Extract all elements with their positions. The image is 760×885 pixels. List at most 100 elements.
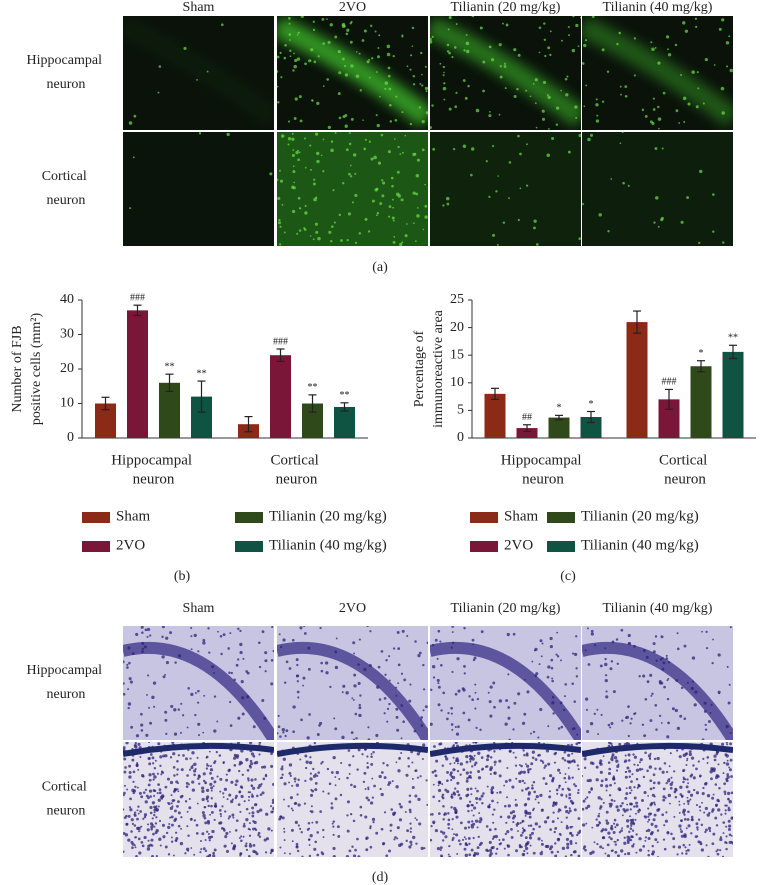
cell-dot bbox=[652, 786, 656, 790]
cell-dot bbox=[249, 759, 253, 763]
cell-dot bbox=[234, 796, 238, 800]
cell-dot bbox=[620, 849, 624, 853]
cell-dot bbox=[279, 169, 281, 172]
cell-dot bbox=[552, 801, 557, 806]
cell-dot bbox=[480, 819, 483, 821]
cell-dot bbox=[724, 809, 727, 812]
cell-dot bbox=[208, 750, 211, 753]
cell-dot bbox=[326, 18, 328, 20]
cell-dot bbox=[437, 812, 441, 815]
cell-dot bbox=[674, 43, 678, 47]
cell-dot bbox=[437, 682, 440, 685]
cell-dot bbox=[550, 658, 554, 662]
cell-dot bbox=[671, 707, 675, 711]
cell-dot bbox=[667, 53, 672, 57]
cell-dot bbox=[489, 685, 493, 689]
cell-dot bbox=[686, 818, 690, 821]
cell-dot bbox=[612, 775, 615, 778]
cell-dot bbox=[412, 222, 415, 225]
cell-dot bbox=[648, 765, 653, 769]
cell-dot bbox=[289, 774, 292, 777]
cell-dot bbox=[569, 831, 573, 835]
cell-dot bbox=[710, 703, 713, 706]
cell-dot bbox=[437, 629, 441, 633]
cell-dot bbox=[351, 845, 354, 848]
cell-dot bbox=[621, 132, 624, 134]
cell-dot bbox=[279, 179, 284, 183]
cell-dot bbox=[498, 790, 502, 794]
cell-dot bbox=[356, 768, 359, 771]
cell-dot bbox=[155, 854, 159, 857]
cell-dot bbox=[717, 763, 720, 766]
micrograph-content bbox=[582, 16, 733, 130]
cell-dot bbox=[253, 745, 256, 749]
cell-dot bbox=[462, 748, 465, 751]
cell-dot bbox=[717, 808, 721, 812]
cell-dot bbox=[474, 787, 477, 790]
cell-dot bbox=[416, 752, 420, 756]
cell-dot bbox=[366, 761, 369, 765]
cell-dot bbox=[348, 772, 351, 775]
cell-dot bbox=[213, 761, 216, 765]
cell-dot bbox=[354, 712, 358, 716]
cell-dot bbox=[293, 52, 295, 55]
cell-dot bbox=[686, 196, 689, 199]
cell-dot bbox=[328, 230, 332, 234]
cell-dot bbox=[388, 702, 391, 706]
cell-dot bbox=[362, 745, 366, 749]
cell-dot bbox=[138, 851, 142, 855]
cell-dot bbox=[272, 649, 274, 653]
cell-dot bbox=[149, 753, 153, 756]
cell-dot bbox=[170, 802, 173, 805]
cell-dot bbox=[686, 757, 689, 760]
cell-dot bbox=[223, 844, 227, 848]
cell-dot bbox=[240, 794, 244, 799]
cell-dot bbox=[135, 734, 140, 738]
cell-dot bbox=[189, 757, 192, 760]
cell-dot bbox=[415, 174, 420, 178]
cell-dot bbox=[558, 784, 561, 788]
cell-dot bbox=[667, 793, 672, 798]
cell-dot bbox=[459, 773, 462, 776]
cell-dot bbox=[199, 839, 202, 842]
cell-dot bbox=[316, 733, 320, 737]
cell-dot bbox=[326, 78, 330, 81]
cell-dot bbox=[520, 764, 523, 768]
cell-dot bbox=[667, 660, 671, 664]
cell-dot bbox=[504, 747, 507, 750]
cell-dot bbox=[409, 68, 412, 71]
cell-dot bbox=[423, 847, 426, 850]
cell-dot bbox=[225, 744, 228, 747]
cell-dot bbox=[728, 35, 731, 38]
cell-dot bbox=[450, 795, 453, 798]
cell-dot bbox=[508, 161, 512, 164]
cell-dot bbox=[616, 838, 619, 842]
cell-dot bbox=[270, 659, 274, 662]
cell-dot bbox=[669, 752, 672, 755]
cell-dot bbox=[341, 735, 345, 739]
cell-dot bbox=[630, 824, 633, 827]
cell-dot bbox=[435, 759, 439, 763]
cell-dot bbox=[663, 847, 667, 851]
cell-dot bbox=[467, 836, 471, 840]
cell-dot bbox=[283, 839, 286, 842]
cell-dot bbox=[310, 810, 314, 814]
cell-dot bbox=[332, 820, 336, 823]
cell-dot bbox=[676, 726, 681, 731]
cell-dot bbox=[517, 134, 520, 138]
cell-dot bbox=[422, 743, 426, 747]
cell-dot bbox=[641, 799, 644, 803]
cell-dot bbox=[293, 802, 297, 805]
cell-dot bbox=[730, 791, 733, 795]
cell-dot bbox=[170, 815, 174, 819]
cell-dot bbox=[398, 818, 403, 822]
cell-dot bbox=[690, 686, 694, 691]
cell-dot bbox=[164, 845, 168, 849]
cell-dot bbox=[304, 204, 307, 208]
cell-dot bbox=[258, 753, 261, 756]
cell-dot bbox=[512, 814, 517, 818]
cell-dot bbox=[725, 779, 729, 783]
cell-dot bbox=[698, 805, 702, 809]
cell-dot bbox=[190, 626, 193, 630]
panel-label: (a) bbox=[372, 260, 388, 275]
